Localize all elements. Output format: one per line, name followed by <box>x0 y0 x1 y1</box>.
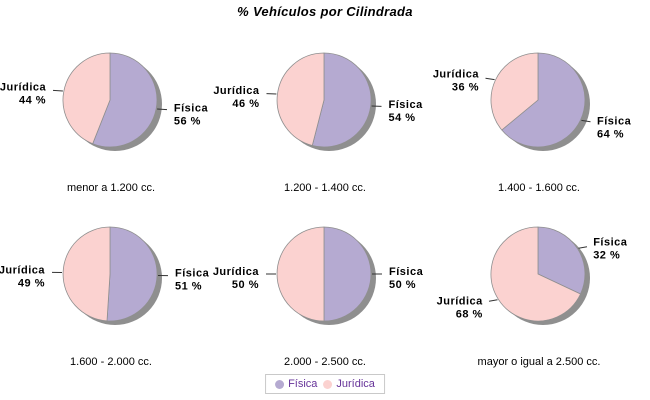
slice-value-label: 50 % <box>232 279 259 291</box>
pie-chart-cell: Física 64 % Jurídica 36 % 1.400 - 1.600 cc. <box>432 32 646 206</box>
pie-slice-juridica <box>276 52 325 146</box>
slice-name-label: Física <box>593 237 628 249</box>
pie-slice-fisica <box>92 52 158 148</box>
label-leader-line <box>488 299 498 302</box>
slice-value-label: 64 % <box>597 128 624 140</box>
pie-chart-cell: Física 32 % Jurídica 68 % mayor o igual a 2… <box>432 206 646 380</box>
pie-slice-fisica <box>106 226 158 322</box>
pie-slice-juridica <box>62 52 111 145</box>
pie-slice-fisica <box>501 52 586 148</box>
pie-grid: Física 56 % Jurídica 44 % menor a 1.200 cc.… <box>0 32 646 380</box>
legend-item-juridica: Jurídica <box>323 378 375 390</box>
label-leader-line <box>581 119 591 123</box>
slice-name-label: Física <box>389 99 424 111</box>
label-leader-line <box>157 108 168 111</box>
pie-slice-fisica <box>537 226 586 295</box>
pie-caption: 1.600 - 2.000 cc. <box>70 356 152 368</box>
slice-name-label: Jurídica <box>213 85 260 97</box>
pie-caption: 1.200 - 1.400 cc. <box>284 182 366 194</box>
slice-name-label: Física <box>597 115 632 127</box>
pie-slice-fisica <box>323 226 372 322</box>
slice-value-label: 49 % <box>18 277 45 289</box>
slice-value-label: 68 % <box>456 309 483 321</box>
slice-value-label: 44 % <box>19 95 46 107</box>
slice-value-label: 46 % <box>232 98 259 110</box>
pie-chart-cell: Física 51 % Jurídica 49 % 1.600 - 2.000 cc. <box>0 206 218 380</box>
label-leader-line <box>52 89 63 92</box>
label-leader-line <box>485 77 495 81</box>
slice-value-label: 50 % <box>389 279 416 291</box>
legend-item-fisica: Física <box>275 378 317 390</box>
slice-name-label: Jurídica <box>0 264 45 276</box>
pie-slice-juridica <box>276 226 325 322</box>
slice-name-label: Jurídica <box>0 82 46 94</box>
slice-name-label: Jurídica <box>213 266 260 278</box>
pie-slice-juridica <box>490 52 539 131</box>
chart-title: % Vehículos por Cilindrada <box>237 4 413 19</box>
slice-value-label: 56 % <box>174 115 201 127</box>
slice-value-label: 36 % <box>452 82 479 94</box>
pie-caption: menor a 1.200 cc. <box>66 182 156 194</box>
pie-chart-cell: Física 54 % Jurídica 46 % 1.200 - 1.400 cc. <box>213 32 432 206</box>
label-leader-line <box>578 246 588 249</box>
slice-name-label: Jurídica <box>437 296 484 308</box>
pie-slice-juridica <box>62 226 111 322</box>
pie-caption: 1.400 - 1.600 cc. <box>498 182 580 194</box>
slice-value-label: 51 % <box>175 281 202 293</box>
slice-name-label: Física <box>174 102 209 114</box>
pie-chart-cell: Física 50 % Jurídica 50 % 2.000 - 2.500 cc. <box>213 206 432 380</box>
slice-value-label: 54 % <box>389 112 416 124</box>
pie-caption: mayor o igual a 2.500 cc. <box>477 356 601 368</box>
slice-name-label: Jurídica <box>433 69 480 81</box>
pie-caption: 2.000 - 2.500 cc. <box>284 356 366 368</box>
legend-marker-juridica-icon <box>323 379 333 389</box>
pie-chart-cell: Física 56 % Jurídica 44 % menor a 1.200 cc. <box>0 32 218 206</box>
legend-label-juridica: Jurídica <box>336 378 375 390</box>
legend: Física Jurídica <box>265 374 385 394</box>
slice-name-label: Física <box>175 268 210 280</box>
pie-slice-fisica <box>311 52 372 148</box>
legend-label-fisica: Física <box>288 378 318 390</box>
slice-name-label: Física <box>389 266 424 278</box>
pie-slice-juridica <box>490 226 581 322</box>
slice-value-label: 32 % <box>593 250 620 262</box>
legend-marker-fisica-icon <box>275 379 285 389</box>
